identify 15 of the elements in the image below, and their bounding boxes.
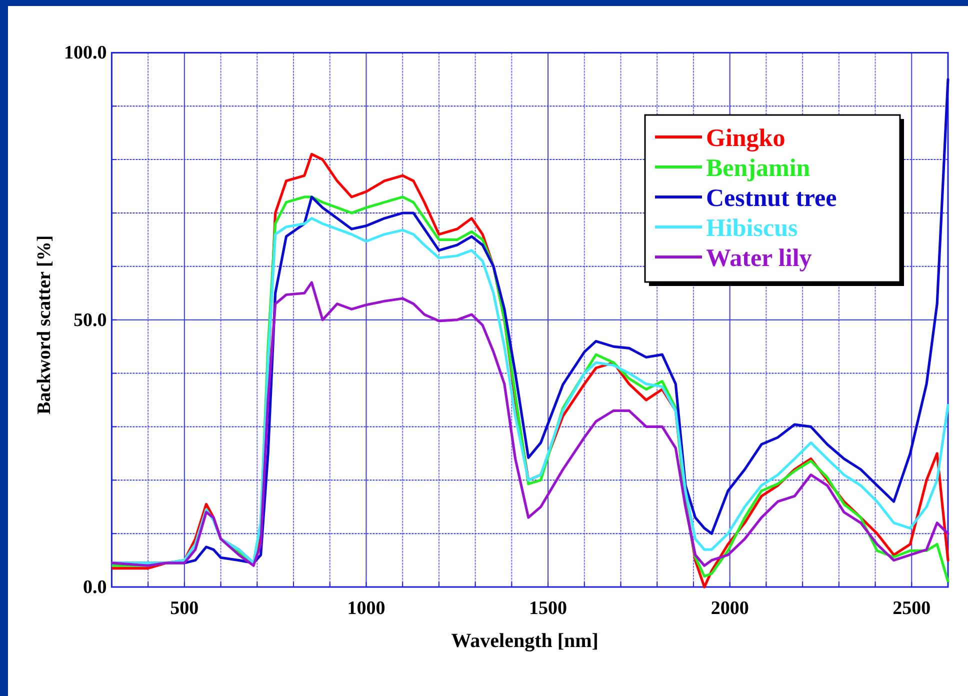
legend-label: Benjamin: [706, 155, 810, 182]
x-tick-label: 2000: [710, 598, 749, 619]
x-tick-label: 500: [170, 598, 199, 619]
legend-label: Cestnut tree: [706, 185, 837, 212]
y-axis-title: Backword scatter [%]: [34, 235, 55, 414]
legend-label: Gingko: [706, 125, 786, 152]
y-tick-label: 0.0: [82, 577, 107, 598]
x-tick-label: 1500: [529, 598, 568, 619]
x-tick-label: 2500: [892, 598, 931, 619]
legend-label: Hibiscus: [706, 215, 798, 242]
y-tick-label: 100.0: [64, 42, 107, 64]
y-tick-label: 50.0: [73, 310, 107, 331]
x-tick-label: 1000: [347, 598, 386, 619]
x-axis-title: Wavelength [nm]: [451, 630, 598, 652]
legend-label: Water lily: [706, 245, 812, 272]
